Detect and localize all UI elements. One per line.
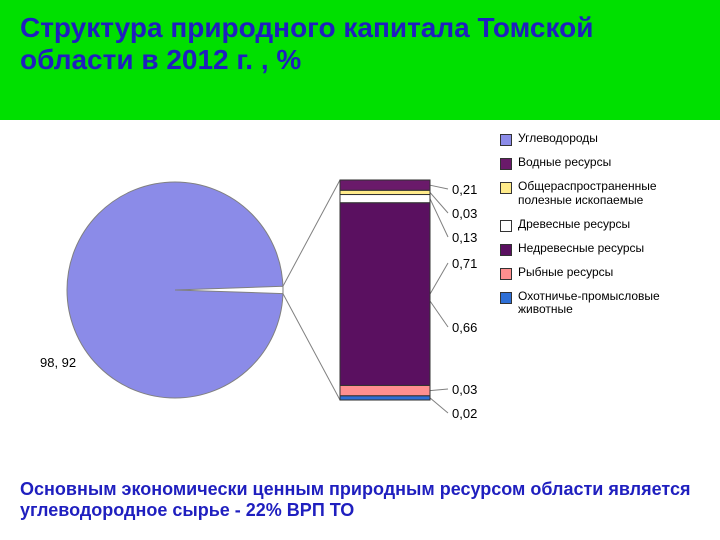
legend-item: Древесные ресурсы: [500, 218, 700, 232]
legend: Углеводороды Водные ресурсы Общераспростра…: [500, 132, 700, 327]
legend-swatch: [500, 292, 512, 304]
legend-swatch: [500, 158, 512, 170]
secondary-value-label: 0,03: [452, 382, 477, 397]
leader-line: [430, 263, 448, 294]
connector-bottom: [283, 294, 340, 400]
footer-note: Основным экономически ценным природным р…: [20, 479, 700, 522]
legend-swatch: [500, 220, 512, 232]
leader-line: [430, 389, 448, 391]
slide: Структура природного капитала Томской об…: [0, 0, 720, 540]
legend-swatch: [500, 182, 512, 194]
bar-segment: [340, 180, 430, 190]
leader-line: [430, 398, 448, 413]
legend-label: Углеводороды: [518, 132, 598, 146]
legend-label: Водные ресурсы: [518, 156, 611, 170]
bar-segment: [340, 190, 430, 194]
legend-swatch: [500, 244, 512, 256]
legend-swatch: [500, 134, 512, 146]
connector-top: [283, 180, 340, 286]
legend-item: Охотничье-промысловые животные: [500, 290, 700, 318]
secondary-value-label: 0,03: [452, 206, 477, 221]
bar-segment: [340, 396, 430, 400]
legend-label: Недревесные ресурсы: [518, 242, 644, 256]
leader-line: [430, 199, 448, 237]
secondary-value-label: 0,21: [452, 182, 477, 197]
chart-area: 98, 92 0,21 0,03 0,13 0,71 0,66 0,03 0,02 Угле…: [0, 120, 720, 460]
secondary-value-label: 0,71: [452, 256, 477, 271]
legend-swatch: [500, 268, 512, 280]
legend-label: Рыбные ресурсы: [518, 266, 613, 280]
secondary-bar: [340, 180, 430, 400]
secondary-value-label: 0,02: [452, 406, 477, 421]
legend-item: Рыбные ресурсы: [500, 266, 700, 280]
secondary-value-label: 0,66: [452, 320, 477, 335]
legend-label: Древесные ресурсы: [518, 218, 630, 232]
bar-segment: [340, 195, 430, 203]
pie-big-value: 98, 92: [40, 355, 76, 370]
secondary-value-label: 0,13: [452, 230, 477, 245]
title-band: Структура природного капитала Томской об…: [0, 0, 720, 120]
leader-line: [430, 185, 448, 189]
legend-label: Общераспространенные полезные ископаемые: [518, 180, 700, 208]
slide-title: Структура природного капитала Томской об…: [20, 12, 593, 75]
legend-label: Охотничье-промысловые животные: [518, 290, 700, 318]
legend-item: Общераспространенные полезные ископаемые: [500, 180, 700, 208]
legend-item: Водные ресурсы: [500, 156, 700, 170]
bar-segment: [340, 385, 430, 395]
leader-lines: [430, 185, 448, 413]
bar-segment: [340, 203, 430, 386]
legend-item: Углеводороды: [500, 132, 700, 146]
leader-line: [430, 301, 448, 327]
legend-item: Недревесные ресурсы: [500, 242, 700, 256]
leader-line: [430, 192, 448, 213]
